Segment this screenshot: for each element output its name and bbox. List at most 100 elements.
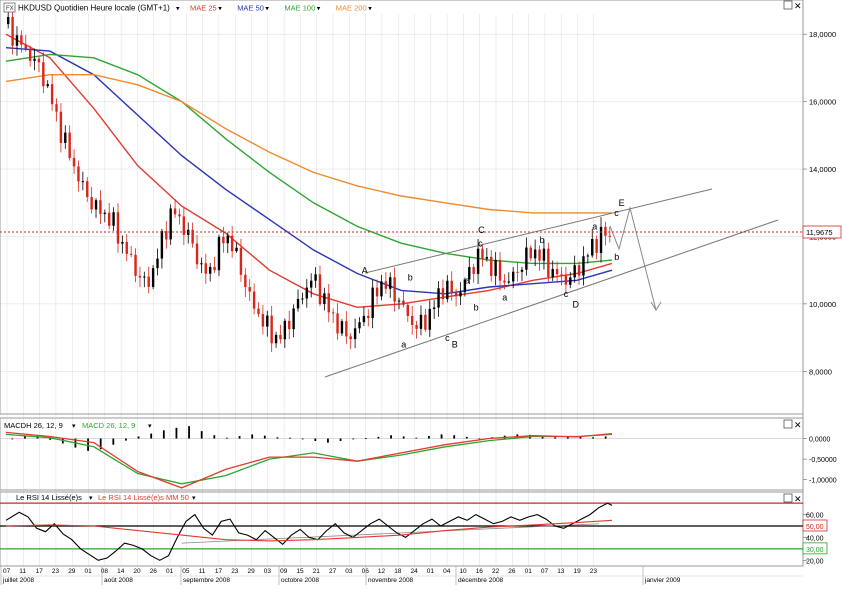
candle-body: [147, 276, 150, 287]
candle-body: [301, 298, 304, 300]
candle-body: [72, 157, 76, 167]
indicator-dropdown-icon[interactable]: ▾: [218, 6, 222, 13]
macd-histogram-bar: [541, 436, 544, 439]
y-tick-label: 8,0000: [809, 367, 832, 376]
x-month-label: juillet 2008: [2, 577, 34, 584]
rsi-legend-label: Le RSI 14 Lissé(e)s: [16, 493, 82, 502]
trendlines: [324, 188, 779, 378]
indicator-dropdown-icon[interactable]: ▾: [265, 6, 269, 13]
candle-body: [424, 314, 427, 330]
candle-body: [204, 263, 208, 274]
rsi-level-badge: [802, 542, 828, 555]
wave-label: c: [564, 289, 569, 299]
candle-body: [507, 281, 511, 283]
candle-body: [459, 292, 462, 297]
x-month-label: décembre 2008: [458, 577, 504, 584]
candle-body: [437, 288, 440, 308]
ma-line-mae-50: [5, 47, 613, 295]
candle-body: [533, 249, 537, 259]
rsi-close-icon[interactable]: ✕: [794, 494, 802, 504]
indicator-dropdown-icon[interactable]: ▾: [317, 6, 321, 13]
candle-body: [116, 212, 120, 244]
candle-body: [608, 235, 612, 237]
candle-body: [239, 247, 243, 275]
candle-body: [50, 84, 54, 105]
macd-y-tick-label: -0,50000: [809, 457, 837, 464]
title-dropdown-icon[interactable]: ▾: [176, 6, 180, 13]
x-tick-label: 11: [19, 568, 26, 575]
rsi-line-main: [5, 502, 613, 561]
macd-histogram-bar: [226, 437, 228, 439]
rsi-y-tick-label: 20,00: [806, 558, 824, 565]
candle-body: [468, 267, 471, 280]
lower-trendline: [324, 219, 779, 378]
indicator-dropdown-icon[interactable]: ▾: [368, 6, 372, 13]
macd-histogram-bar: [213, 435, 216, 439]
candle-body: [555, 268, 559, 275]
candle-body: [59, 111, 63, 143]
x-tick-label: 01: [166, 568, 174, 575]
macd-dropdown-icon[interactable]: ▾: [148, 423, 152, 430]
wave-label: b: [474, 303, 479, 313]
close-icon[interactable]: ✕: [794, 1, 802, 11]
candle-body: [200, 263, 203, 265]
candle-body: [428, 308, 431, 330]
rsi-level-badge: [802, 519, 828, 532]
candle-body: [573, 265, 576, 278]
macd-y-tick-label: -1,00000: [809, 478, 837, 485]
x-month-label: novembre 2008: [368, 577, 414, 584]
candle-body: [525, 247, 528, 270]
candle-body: [419, 314, 423, 329]
candle-body: [410, 315, 414, 325]
maximize-icon[interactable]: [783, 0, 793, 10]
candle-body: [143, 276, 146, 278]
candle-body: [90, 197, 93, 210]
ma-line-mae-100: [5, 53, 613, 265]
y-tick-label: 18,0000: [809, 30, 836, 39]
x-axis: 07 11 17 23 29 01 08 14 20 26 01 05 11 17 23 29 03 09 15 21…: [0, 566, 803, 585]
candle-body: [160, 231, 164, 259]
rsi-y-axis: 60,00 50,00 40,00 30,00 20,00: [802, 513, 828, 565]
wave-label: c: [614, 208, 619, 218]
rsi-maximize-icon[interactable]: [783, 493, 793, 503]
y-tick-label: 10,0000: [809, 300, 836, 309]
x-tick-label: 09: [280, 568, 288, 575]
macd-histogram-bar: [49, 438, 52, 440]
candle-body: [516, 271, 519, 273]
macd-maximize-icon[interactable]: [783, 419, 793, 429]
x-tick-label: 20: [133, 568, 141, 575]
candle-body: [476, 248, 480, 274]
macd-legend-label: MACD 26, 12, 9: [82, 421, 135, 430]
x-tick-label: 23: [52, 568, 60, 575]
x-tick-label: 14: [117, 568, 125, 575]
candle-body: [64, 132, 67, 143]
x-tick-label: 12: [378, 568, 386, 575]
x-tick-label: 01: [427, 568, 435, 575]
candle-body: [323, 293, 326, 305]
moving-averages: [5, 33, 613, 309]
candle-body: [99, 200, 102, 214]
projection-arrow: [650, 301, 662, 311]
wave-label: E: [619, 198, 625, 208]
x-tick-label: 16: [476, 568, 484, 575]
macd-histogram-bar: [478, 438, 481, 440]
candle-body: [222, 236, 225, 244]
rsi-ma-dropdown-icon[interactable]: ▾: [192, 495, 196, 502]
candle-body: [564, 275, 568, 285]
x-tick-label: 01: [85, 568, 93, 575]
candle-body: [217, 236, 221, 271]
macd-histogram-bar: [99, 438, 102, 450]
macd-histogram-bar: [604, 436, 607, 439]
candlesticks: [6, 9, 612, 353]
x-tick-label: 29: [68, 568, 76, 575]
macdh-dropdown-icon[interactable]: ▾: [72, 423, 76, 430]
candle-body: [24, 44, 27, 49]
candle-body: [529, 247, 532, 259]
rsi-dropdown-icon[interactable]: ▾: [89, 495, 93, 502]
symbol-box: [3, 2, 16, 13]
macd-close-icon[interactable]: ✕: [794, 420, 802, 430]
macd-histogram-bar: [289, 437, 291, 439]
candle-body: [244, 274, 247, 288]
x-tick-label: 27: [329, 568, 337, 575]
candle-body: [261, 314, 265, 327]
